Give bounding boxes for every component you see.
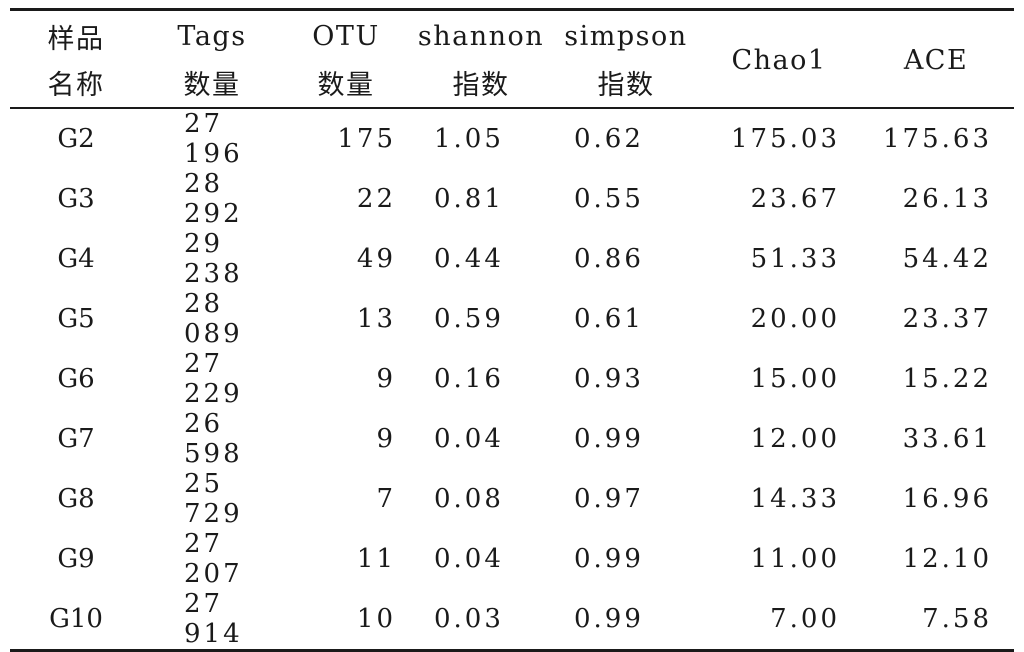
cell-sample: G7 (57, 424, 95, 454)
cell-tags: 29 238 (184, 229, 243, 289)
cell-tags: 27 196 (184, 109, 243, 169)
cell-tags: 27 914 (184, 589, 243, 649)
cell-chao1: 51.33 (750, 244, 840, 274)
cell-ace: 7.58 (922, 604, 992, 634)
cell-ace: 26.13 (902, 184, 992, 214)
diversity-table: 样品 Tags OTU shannon simpson Chao1 ACE 名称… (10, 8, 1014, 652)
cell-chao1: 14.33 (750, 484, 840, 514)
table-header: 样品 Tags OTU shannon simpson Chao1 ACE 名称… (10, 11, 1014, 107)
cell-shannon: 0.08 (434, 484, 504, 514)
cell-tags: 27 229 (184, 349, 243, 409)
cell-tags: 28 292 (184, 169, 243, 229)
data-table-body: G2 27 196 175 1.05 0.62 175.03 175.63 G3 28 292 2… (10, 109, 1014, 649)
cell-chao1: 20.00 (750, 304, 840, 334)
cell-shannon: 1.05 (434, 124, 504, 154)
cell-tags: 28 089 (184, 289, 243, 349)
header-shannon-line2: 指数 (452, 69, 510, 101)
cell-otu: 9 (376, 364, 396, 394)
cell-chao1: 11.00 (750, 544, 840, 574)
cell-otu: 175 (337, 124, 396, 154)
table-row: G8 25 729 7 0.08 0.97 14.33 16.96 (10, 469, 1014, 529)
cell-simpson: 0.97 (574, 484, 644, 514)
cell-otu: 7 (376, 484, 396, 514)
header-otu-line2: 数量 (317, 69, 375, 101)
cell-sample: G5 (57, 304, 95, 334)
cell-shannon: 0.04 (434, 424, 504, 454)
cell-sample: G3 (57, 184, 95, 214)
data-table: 样品 Tags OTU shannon simpson Chao1 ACE 名称… (10, 11, 1014, 107)
cell-ace: 23.37 (902, 304, 992, 334)
cell-shannon: 0.04 (434, 544, 504, 574)
header-sample-line1: 样品 (47, 23, 105, 55)
table-row: G6 27 229 9 0.16 0.93 15.00 15.22 (10, 349, 1014, 409)
cell-ace: 54.42 (902, 244, 992, 274)
header-sample-line2: 名称 (47, 69, 105, 101)
cell-otu: 9 (376, 424, 396, 454)
header-tags-line2: 数量 (183, 69, 241, 101)
cell-ace: 175.63 (883, 124, 992, 154)
cell-tags: 27 207 (184, 529, 243, 589)
cell-ace: 12.10 (902, 544, 992, 574)
cell-ace: 16.96 (902, 484, 992, 514)
cell-ace: 33.61 (902, 424, 992, 454)
cell-chao1: 23.67 (750, 184, 840, 214)
cell-chao1: 15.00 (750, 364, 840, 394)
cell-sample: G6 (57, 364, 95, 394)
table-body: G2 27 196 175 1.05 0.62 175.03 175.63 G3 28 292 2… (10, 109, 1014, 649)
table-row: G2 27 196 175 1.05 0.62 175.03 175.63 (10, 109, 1014, 169)
header-simpson-line2: 指数 (597, 69, 655, 101)
header-ace: ACE (903, 44, 969, 76)
cell-simpson: 0.55 (574, 184, 644, 214)
cell-chao1: 12.00 (750, 424, 840, 454)
cell-chao1: 7.00 (770, 604, 840, 634)
cell-simpson: 0.62 (574, 124, 644, 154)
header-shannon-line1: shannon (417, 20, 545, 52)
header-otu-line1: OTU (312, 20, 380, 52)
cell-sample: G10 (49, 604, 103, 634)
header-tags-line1: Tags (177, 20, 247, 52)
cell-shannon: 0.16 (434, 364, 504, 394)
cell-simpson: 0.61 (574, 304, 644, 334)
cell-shannon: 0.59 (434, 304, 504, 334)
cell-simpson: 0.99 (574, 424, 644, 454)
table-row: G4 29 238 49 0.44 0.86 51.33 54.42 (10, 229, 1014, 289)
cell-otu: 13 (356, 304, 396, 334)
top-rule (10, 8, 1014, 11)
cell-simpson: 0.99 (574, 544, 644, 574)
cell-chao1: 175.03 (731, 124, 840, 154)
cell-sample: G4 (57, 244, 95, 274)
cell-otu: 11 (356, 544, 396, 574)
cell-simpson: 0.99 (574, 604, 644, 634)
cell-tags: 26 598 (184, 409, 243, 469)
cell-shannon: 0.81 (434, 184, 504, 214)
cell-otu: 49 (356, 244, 396, 274)
header-rule (10, 107, 1014, 109)
cell-tags: 25 729 (184, 469, 243, 529)
cell-otu: 10 (356, 604, 396, 634)
cell-shannon: 0.44 (434, 244, 504, 274)
header-simpson-line1: simpson (564, 20, 688, 52)
table-row: G10 27 914 10 0.03 0.99 7.00 7.58 (10, 589, 1014, 649)
cell-sample: G2 (57, 124, 95, 154)
cell-shannon: 0.03 (434, 604, 504, 634)
header-chao1: Chao1 (731, 44, 827, 76)
table-row: G5 28 089 13 0.59 0.61 20.00 23.37 (10, 289, 1014, 349)
table-row: G3 28 292 22 0.81 0.55 23.67 26.13 (10, 169, 1014, 229)
cell-otu: 22 (356, 184, 396, 214)
table-row: G7 26 598 9 0.04 0.99 12.00 33.61 (10, 409, 1014, 469)
cell-ace: 15.22 (902, 364, 992, 394)
table-row: G9 27 207 11 0.04 0.99 11.00 12.10 (10, 529, 1014, 589)
cell-sample: G8 (57, 484, 95, 514)
cell-simpson: 0.93 (574, 364, 644, 394)
cell-simpson: 0.86 (574, 244, 644, 274)
cell-sample: G9 (57, 544, 95, 574)
